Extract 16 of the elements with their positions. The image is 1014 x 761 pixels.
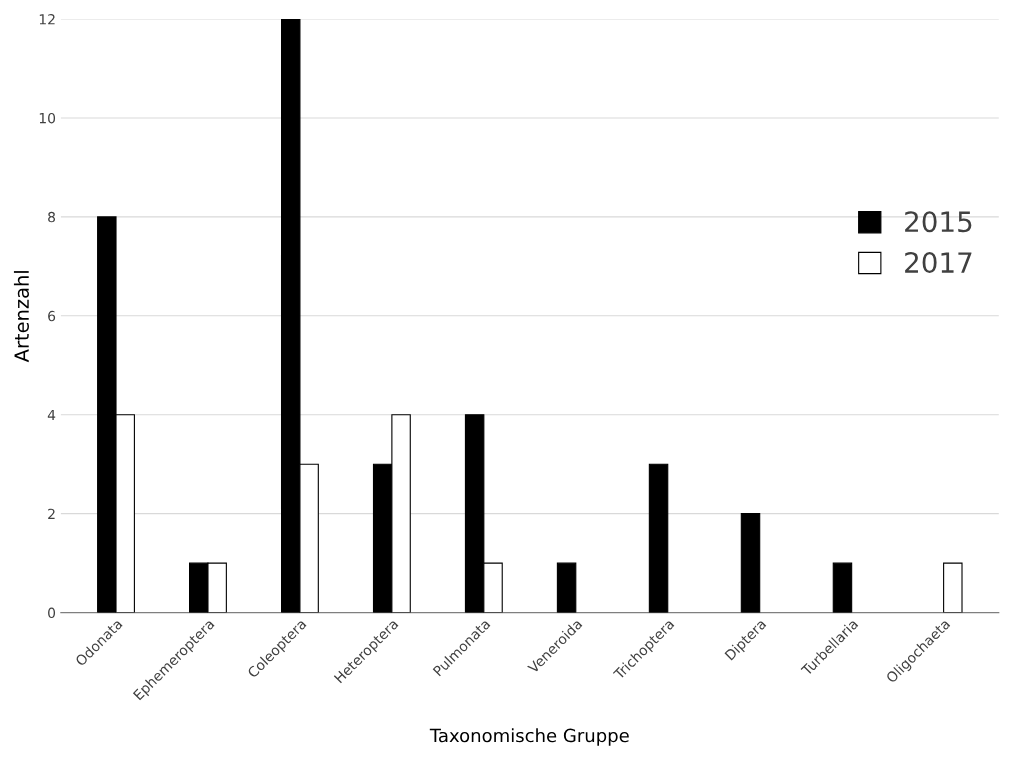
y-tick-label: 12 [39, 13, 55, 25]
legend-label: 2017 [905, 252, 972, 274]
y-axis-title: Artenzahl [13, 271, 29, 363]
y-tick-label: 0 [48, 607, 56, 619]
y-tick-label: 4 [47, 409, 56, 421]
bar [648, 463, 669, 613]
bar [832, 562, 853, 613]
y-tick-label: 8 [48, 211, 56, 223]
bar [943, 562, 963, 613]
y-tick-label: 2 [48, 508, 55, 519]
legend-label: 2015 [905, 211, 972, 233]
y-tick-label: 10 [39, 112, 56, 124]
bar [740, 513, 761, 613]
x-axis-title: Taxonomische Gruppe [429, 728, 629, 746]
bar [556, 562, 577, 613]
y-tick-label: 6 [48, 310, 56, 322]
